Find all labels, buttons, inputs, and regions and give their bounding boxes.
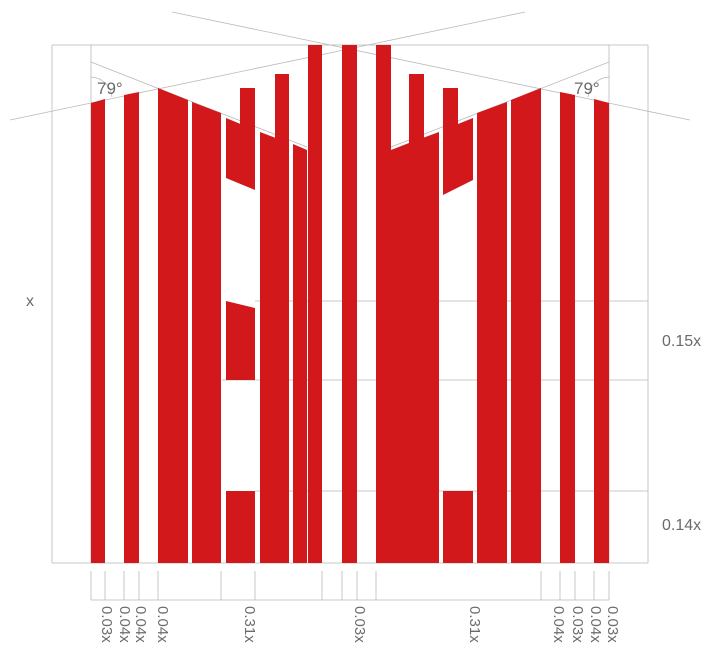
angle-label-left: 79° bbox=[97, 79, 123, 98]
logo-bar bbox=[391, 143, 409, 563]
width-label: 0.04x bbox=[132, 606, 149, 643]
width-label: 0.03x bbox=[604, 606, 621, 643]
height-label: x bbox=[26, 293, 34, 310]
logo-bar bbox=[594, 99, 609, 563]
logo-bar bbox=[511, 88, 541, 563]
logo-bar bbox=[560, 92, 575, 563]
logo-bar bbox=[192, 102, 221, 563]
logo-bar bbox=[477, 102, 507, 563]
logo-bar bbox=[91, 99, 105, 563]
angle-arc-left bbox=[90, 76, 113, 98]
logo-bar bbox=[226, 118, 255, 190]
width-label: 0.03x bbox=[98, 606, 115, 643]
width-labels: 0.03x 0.04x 0.04x 0.04x 0.31x 0.03x 0.31x 0.04x… bbox=[98, 606, 621, 643]
logo-bar bbox=[275, 74, 289, 144]
logo-bar bbox=[226, 301, 255, 380]
diagonal-guide-3 bbox=[90, 61, 308, 148]
logo-bar bbox=[443, 118, 473, 195]
band-label-lower: 0.14x bbox=[662, 517, 701, 534]
logo-bar bbox=[443, 88, 458, 132]
band-label-upper: 0.15x bbox=[662, 333, 701, 350]
annotations: x 79° 79° 0.15x 0.14x 0.03x 0.04x 0.04x 0.0… bbox=[26, 79, 701, 643]
logo-bar bbox=[226, 491, 255, 563]
logo-bar bbox=[342, 45, 357, 563]
logo-bar bbox=[376, 45, 391, 563]
angle-arc-right bbox=[587, 76, 610, 98]
width-label: 0.04x bbox=[116, 606, 133, 643]
width-label: 0.04x bbox=[550, 606, 567, 643]
logo-bar bbox=[443, 491, 473, 563]
angle-label-right: 79° bbox=[574, 79, 600, 98]
width-label: 0.03x bbox=[351, 606, 368, 643]
width-ticks bbox=[90, 571, 610, 601]
logo-bar bbox=[293, 144, 307, 563]
diagonal-guide-4 bbox=[390, 61, 610, 148]
logo-bar bbox=[240, 88, 255, 132]
logo-bars bbox=[91, 45, 609, 563]
width-label: 0.03x bbox=[569, 606, 586, 643]
logo-bar bbox=[308, 45, 322, 563]
width-label: 0.31x bbox=[241, 606, 258, 643]
logo-bar bbox=[409, 74, 424, 144]
logo-bar bbox=[158, 88, 188, 563]
logo-bar bbox=[124, 92, 139, 563]
logo-bar bbox=[409, 132, 439, 563]
width-label: 0.04x bbox=[154, 606, 171, 643]
width-label: 0.04x bbox=[587, 606, 604, 643]
width-label: 0.31x bbox=[466, 606, 483, 643]
logo-bar bbox=[260, 132, 289, 563]
